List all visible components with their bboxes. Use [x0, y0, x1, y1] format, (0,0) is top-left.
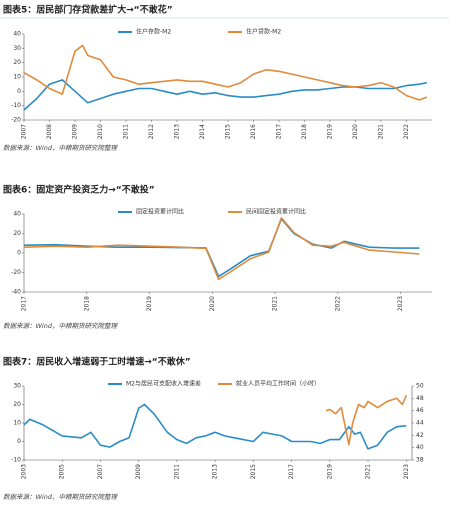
y-tick-label: 40	[13, 31, 21, 38]
y-tick-label: 20	[13, 401, 21, 408]
y-tick-label: 30	[13, 45, 21, 52]
y-tick-label: -20	[11, 269, 21, 276]
chart-title: 图表7：居民收入增速弱于工时增速→“不敢休”	[3, 356, 191, 368]
x-tick-label: 2022	[403, 124, 410, 139]
legend-label: 住户存款-M2	[136, 28, 171, 36]
series-line	[23, 44, 428, 101]
x-tick-label: 2005	[59, 464, 66, 479]
series-line	[23, 217, 420, 281]
legend-label: 固定投资累计同比	[136, 208, 184, 216]
y2-tick-label: 40	[416, 444, 424, 451]
x-tick-label: 2023	[403, 464, 410, 479]
y2-tick-label: 48	[416, 395, 424, 402]
x-tick-label: 2018	[83, 296, 90, 311]
x-tick-label: 2013	[174, 124, 181, 139]
x-tick-label: 2017	[276, 124, 283, 139]
y-tick-label: 10	[13, 74, 21, 81]
x-tick-label: 2021	[365, 464, 372, 479]
y2-tick-label: 46	[416, 407, 424, 414]
y-tick-label: 20	[13, 230, 21, 237]
y-tick-label: 30	[13, 383, 21, 390]
x-tick-label: 2021	[272, 296, 279, 311]
x-tick-label: 2011	[173, 464, 180, 479]
y-tick-label: 40	[13, 211, 21, 218]
x-tick-label: 2009	[72, 124, 79, 139]
x-tick-label: 2023	[397, 296, 404, 311]
x-tick-label: 2014	[199, 124, 206, 139]
y-tick-label: 0	[17, 250, 21, 257]
chart-title: 图表5：居民部门存贷款差扩大→“不敢花”	[3, 4, 173, 16]
x-tick-label: 2015	[225, 124, 232, 139]
series-line	[23, 218, 420, 278]
x-tick-label: 2020	[209, 296, 216, 311]
x-tick-label: 2019	[327, 124, 334, 139]
chart-title: 图表6：固定资产投资乏力→“不敢投”	[3, 184, 155, 196]
y-tick-label: -10	[11, 457, 21, 464]
series-line	[325, 394, 408, 446]
legend-label: M2与居民可支配收入增速差	[126, 380, 201, 388]
x-tick-label: 2013	[212, 464, 219, 479]
x-tick-label: 2010	[97, 124, 104, 139]
x-tick-label: 2022	[334, 296, 341, 311]
x-tick-label: 2008	[46, 124, 53, 139]
x-tick-label: 2009	[135, 464, 142, 479]
y-tick-label: 10	[13, 420, 21, 427]
y2-tick-label: 44	[416, 420, 424, 427]
x-tick-label: 2011	[123, 124, 130, 139]
y-tick-label: 20	[13, 59, 21, 66]
legend-label: 民间固定投资累计同比	[246, 208, 306, 216]
x-tick-label: 2019	[326, 464, 333, 479]
x-tick-label: 2017	[21, 296, 28, 311]
x-tick-label: 2019	[146, 296, 153, 311]
legend-label: 住户贷款-M2	[246, 28, 281, 36]
series-line	[23, 79, 428, 111]
x-tick-label: 2003	[21, 464, 28, 479]
series-line	[23, 403, 407, 450]
x-tick-label: 2012	[148, 124, 155, 139]
x-tick-label: 2018	[301, 124, 308, 139]
x-tick-label: 2007	[21, 124, 28, 139]
x-tick-label: 2021	[378, 124, 385, 139]
source-note: 数据来源：Wind，中粮期货研究院整理	[3, 322, 118, 330]
y-tick-label: 0	[17, 438, 21, 445]
y-tick-label: -10	[11, 102, 21, 109]
y2-tick-label: 42	[416, 432, 424, 439]
x-tick-label: 2007	[97, 464, 104, 479]
y-tick-label: 0	[17, 88, 21, 95]
legend-label: 就业人员平均工作时间（小时）	[236, 380, 320, 388]
x-tick-label: 2017	[288, 464, 295, 479]
y-tick-label: -20	[11, 117, 21, 124]
y2-tick-label: 38	[416, 457, 424, 464]
x-tick-label: 2015	[250, 464, 257, 479]
y-tick-label: -40	[11, 289, 21, 296]
x-tick-label: 2016	[250, 124, 257, 139]
x-tick-label: 2020	[352, 124, 359, 139]
source-note: 数据来源：Wind，中粮期货研究院整理	[3, 144, 118, 152]
source-note: 数据来源：Wind，中粮期货研究院整理	[3, 493, 118, 501]
y2-tick-label: 50	[416, 383, 424, 390]
